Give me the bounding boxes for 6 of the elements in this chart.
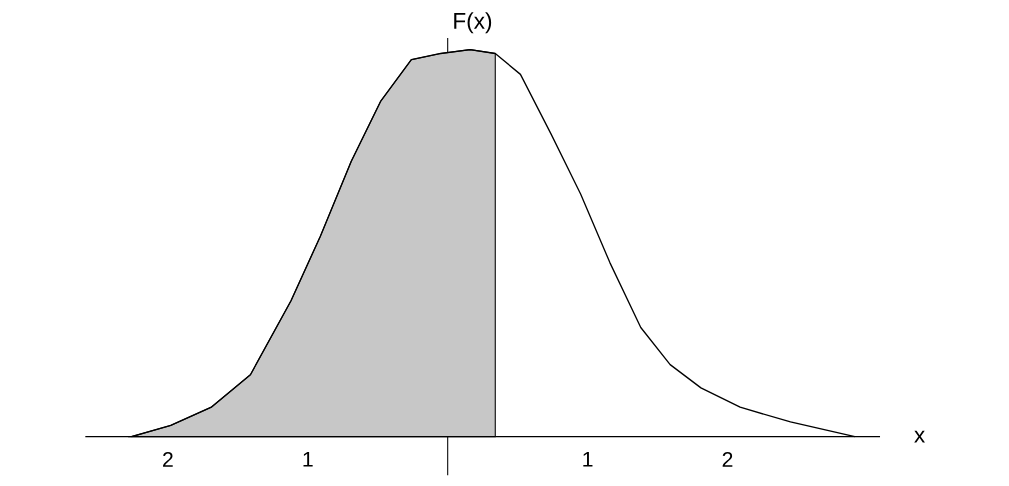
x-tick-label: 1 <box>583 451 593 467</box>
x-tick-label: 2 <box>163 451 173 467</box>
x-axis-title: x <box>914 430 925 443</box>
y-axis-title: F(x) <box>454 12 492 34</box>
x-tick-label: 1 <box>303 451 313 467</box>
x-tick-label: 2 <box>722 451 733 467</box>
